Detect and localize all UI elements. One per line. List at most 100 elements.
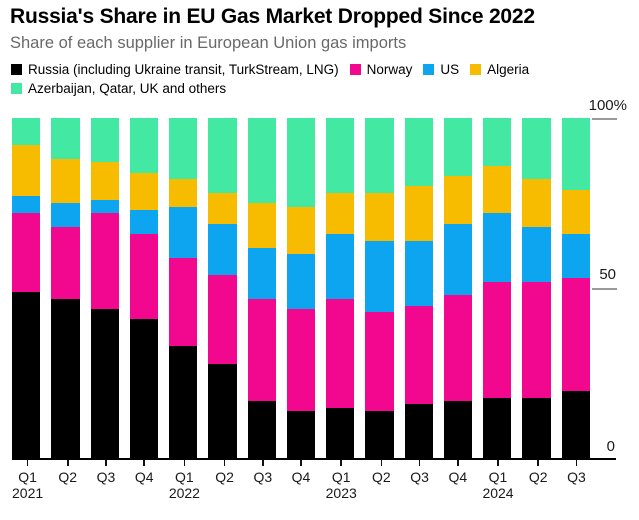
y-axis-label-0: 0 [606, 438, 615, 455]
bar-q3-2024-algeria [561, 189, 590, 234]
bar-q3-2021-norway [90, 213, 119, 309]
legend-row-2: Azerbaijan, Qatar, UK and others [11, 79, 631, 98]
bar-q3-2024-others [561, 118, 590, 190]
bar-q1-2022-us [169, 206, 198, 258]
legend-label: Azerbaijan, Qatar, UK and others [28, 81, 227, 96]
x-tick [497, 460, 499, 466]
legend-label: US [440, 62, 460, 77]
legend-item-0: Russia (including Ukraine transit, TurkS… [11, 62, 339, 77]
bar-q1-2023-russia [326, 407, 355, 459]
bar-q3-2024-norway [561, 278, 590, 391]
y-gridline-dash-50 [592, 288, 617, 290]
x-label-cell-q1-2021: Q1 2021 [12, 460, 43, 501]
y-axis-label-50: 50 [599, 266, 616, 283]
year-label: 2021 [12, 485, 44, 501]
bar-q4-2022-others [286, 118, 316, 207]
quarter-label: Q4 [291, 469, 311, 485]
bar-q3-2023-russia [404, 404, 433, 459]
x-tick [537, 460, 539, 466]
year-label: 2023 [325, 485, 357, 501]
bar-q3-2023-algeria [404, 186, 433, 241]
quarter-label: Q1 [488, 469, 508, 485]
bar-q1-2024-russia [483, 397, 512, 459]
bar-q1-2023-algeria [326, 193, 355, 234]
bar-q2-2022-russia [208, 363, 237, 459]
legend-label: Algeria [487, 62, 530, 77]
legend-swatch-icon [11, 64, 22, 75]
legend-item-3: Algeria [470, 62, 529, 77]
legend-swatch-icon [11, 83, 22, 94]
bar-q2-2022-others [208, 118, 237, 194]
quarter-label: Q3 [567, 469, 586, 485]
legend-row-1: Russia (including Ukraine transit, TurkS… [11, 60, 631, 79]
bar-q3-2024-us [561, 233, 590, 279]
legend-label: Norway [366, 62, 413, 77]
bar-q4-2021-others [129, 118, 159, 173]
bar-q1-2021-norway [12, 213, 41, 292]
x-label-cell-q2-2024: Q2 [525, 460, 552, 501]
x-label-cell-q4-2021: Q4 [131, 460, 158, 501]
bar-q1-2024-others [483, 118, 512, 166]
bar-q4-2022-us [286, 254, 316, 309]
bar-q1-2022-others [169, 118, 198, 180]
bar-q4-2022-russia [286, 411, 316, 459]
bar-q2-2024-russia [522, 397, 551, 459]
bar-q2-2023-norway [365, 312, 394, 412]
bar-q2-2021-russia [51, 298, 80, 459]
bar-q4-2023-us [443, 223, 473, 296]
x-tick [26, 460, 29, 466]
bar-q3-2023-others [404, 118, 433, 187]
x-tick [418, 460, 421, 466]
legend-item-4: Azerbaijan, Qatar, UK and others [11, 81, 226, 96]
bar-q1-2021-others [12, 118, 41, 146]
bar-q2-2022-algeria [208, 193, 237, 224]
quarter-label: Q2 [215, 469, 234, 485]
x-label-cell-q2-2021: Q2 [54, 460, 81, 501]
legend: Russia (including Ukraine transit, TurkS… [11, 60, 631, 98]
bar-q4-2023-algeria [443, 175, 473, 224]
legend-label: Russia (including Ukraine transit, TurkS… [28, 62, 339, 77]
bar-q2-2021-us [51, 203, 80, 228]
bar-q4-2023 [443, 118, 473, 459]
bar-q3-2022-us [247, 247, 276, 299]
bar-q1-2022-russia [169, 346, 198, 459]
quarter-label: Q3 [253, 469, 273, 485]
legend-item-2: US [423, 62, 459, 77]
x-label-cell-q1-2023: Q1 2023 [326, 460, 357, 501]
y-axis-label-100: 100% [588, 97, 627, 114]
plot-area [12, 118, 590, 459]
bar-q3-2023 [404, 118, 433, 459]
x-tick [223, 460, 226, 466]
bar-q4-2022-algeria [286, 206, 316, 255]
bar-q2-2021-others [51, 118, 80, 159]
bar-q2-2022-norway [208, 274, 237, 364]
bar-q3-2022-norway [247, 298, 276, 402]
quarter-label: Q2 [372, 469, 391, 485]
bar-q1-2022-algeria [169, 179, 198, 207]
x-tick [105, 460, 107, 466]
bar-q4-2023-norway [443, 295, 473, 402]
bar-q1-2024-norway [483, 281, 512, 398]
x-tick [457, 460, 459, 466]
bar-q3-2024-russia [561, 390, 590, 459]
x-label-cell-q2-2022: Q2 [211, 460, 238, 501]
bar-q2-2021 [51, 118, 80, 459]
bar-q4-2021-norway [129, 233, 159, 320]
bar-q4-2021-russia [129, 319, 159, 459]
page-title: Russia's Share in EU Gas Market Dropped … [10, 5, 535, 28]
bar-q2-2024-others [522, 118, 551, 180]
bar-q2-2024-us [522, 227, 551, 282]
bar-q2-2023-others [365, 118, 394, 194]
quarter-label: Q4 [448, 469, 468, 485]
year-label: 2024 [482, 485, 514, 501]
bar-q4-2021-us [129, 210, 159, 234]
year-label: 2022 [168, 485, 200, 501]
bar-q4-2022-norway [286, 308, 316, 412]
x-label-cell-q3-2023: Q3 [406, 460, 433, 501]
bar-q2-2021-algeria [51, 158, 80, 204]
quarter-label: Q4 [134, 469, 154, 485]
x-label-cell-q4-2022: Q4 [287, 460, 314, 501]
bar-q3-2023-us [404, 240, 433, 306]
bar-q3-2021-russia [90, 308, 119, 459]
quarter-label: Q3 [96, 469, 116, 485]
